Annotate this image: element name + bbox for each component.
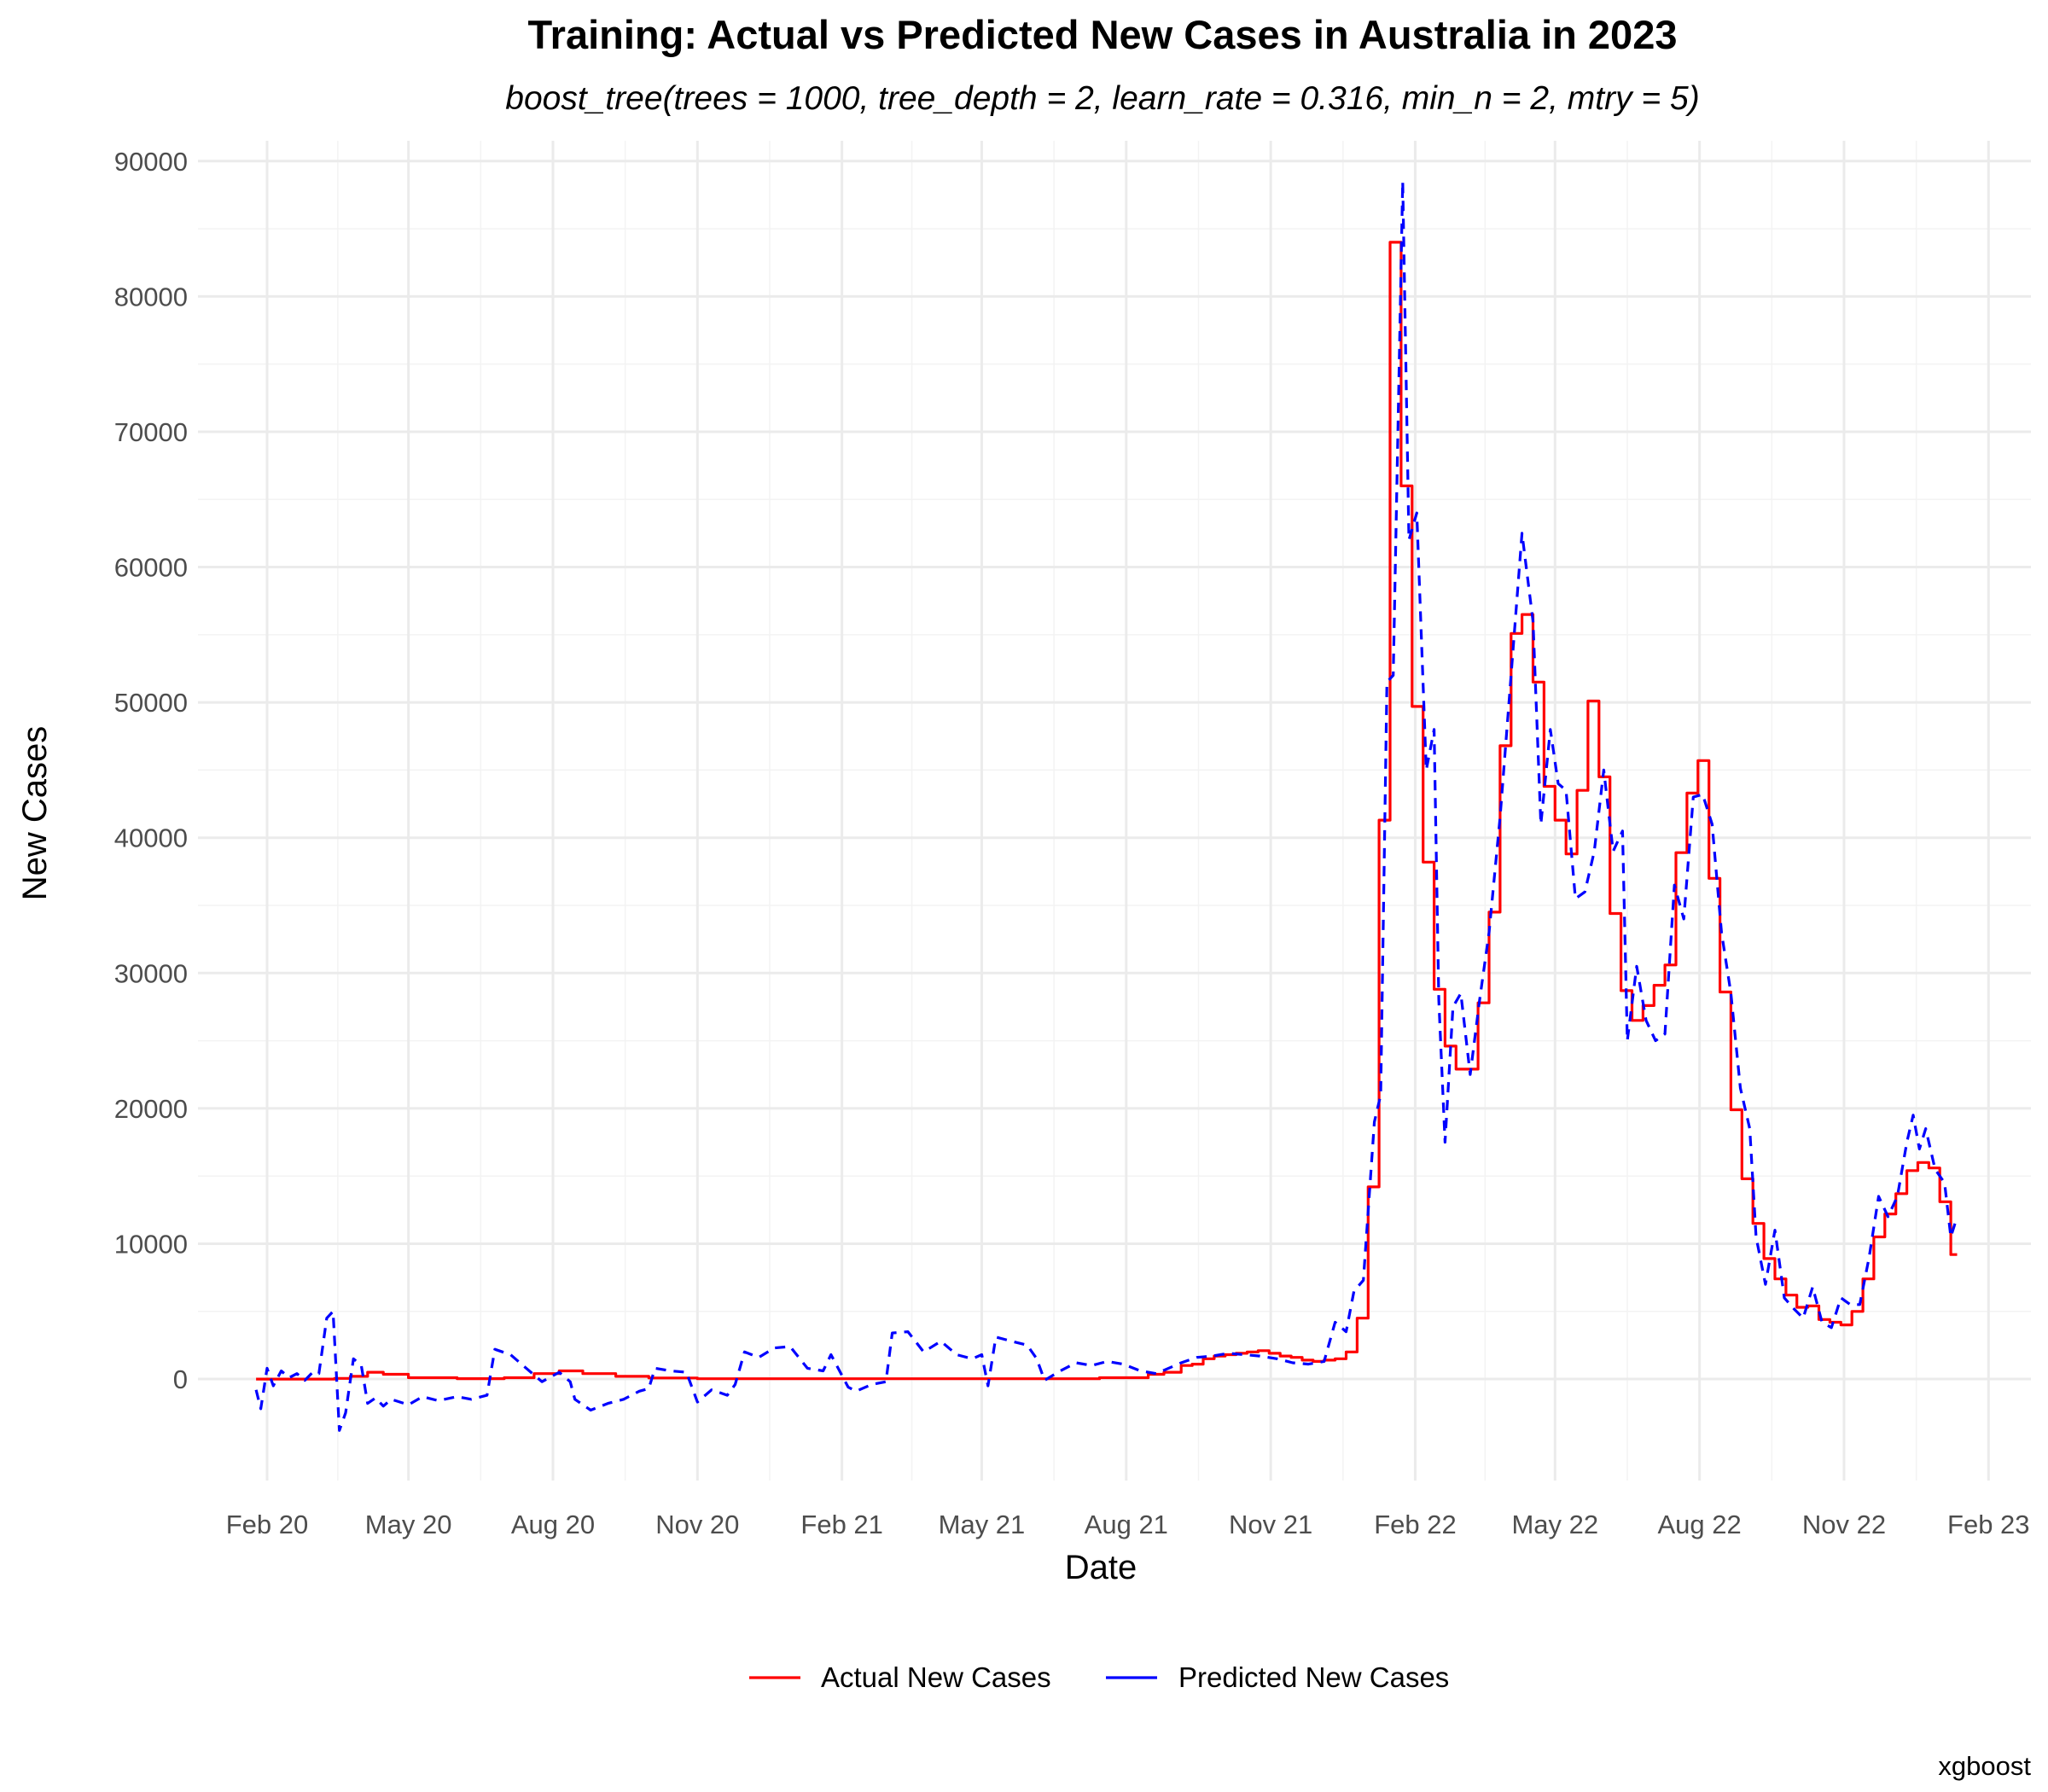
x-tick-label: Aug 21 [1085,1510,1168,1539]
legend-label-actual: Actual New Cases [821,1661,1051,1693]
x-tick-label: Feb 21 [800,1510,883,1539]
y-axis-ticks: 0 10000 20000 30000 40000 50000 60000 70000 8000… [114,147,188,1394]
x-tick-label: May 20 [365,1510,452,1539]
predicted-series-line [254,180,1959,1432]
y-tick-label: 30000 [114,958,188,988]
y-axis-title: New Cases [16,726,54,901]
y-tick-label: 50000 [114,688,188,718]
y-tick-label: 0 [173,1364,188,1394]
y-tick-label: 60000 [114,553,188,583]
chart-title: Training: Actual vs Predicted New Cases … [528,12,1678,57]
x-tick-label: Feb 23 [1947,1510,2030,1539]
chart-caption: xgboost [1938,1751,2031,1781]
legend-label-predicted: Predicted New Cases [1178,1661,1449,1693]
x-tick-label: May 22 [1511,1510,1598,1539]
actual-series-line [256,241,1958,1381]
chart-subtitle: boost_tree(trees = 1000, tree_depth = 2,… [505,80,1699,117]
y-tick-label: 70000 [114,417,188,447]
y-tick-label: 20000 [114,1094,188,1124]
y-tick-label: 80000 [114,282,188,311]
series-lines [254,180,1959,1432]
x-tick-label: Aug 22 [1657,1510,1741,1539]
legend: Actual New Cases Predicted New Cases [749,1661,1449,1693]
x-tick-label: Feb 22 [1374,1510,1457,1539]
y-tick-label: 40000 [114,823,188,853]
x-axis-ticks: Feb 20 May 20 Aug 20 Nov 20 Feb 21 May 21 Aug … [226,1510,2030,1539]
gridlines [198,141,2031,1481]
x-tick-label: Feb 20 [226,1510,309,1539]
y-tick-label: 10000 [114,1229,188,1259]
x-tick-label: Aug 20 [511,1510,595,1539]
x-tick-label: Nov 22 [1802,1510,1886,1539]
x-tick-label: Nov 20 [655,1510,739,1539]
x-axis-title: Date [1065,1549,1137,1586]
x-tick-label: Nov 21 [1229,1510,1312,1539]
x-tick-label: May 21 [939,1510,1026,1539]
y-tick-label: 90000 [114,147,188,177]
